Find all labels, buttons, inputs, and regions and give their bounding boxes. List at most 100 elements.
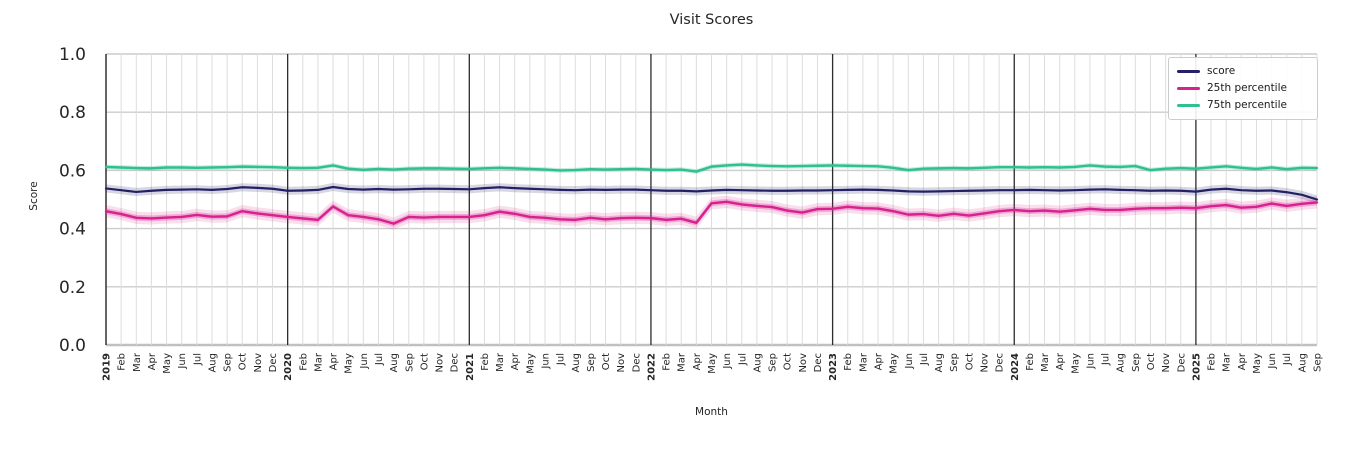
legend-item-25th-percentile: 25th percentile [1177, 82, 1308, 95]
svg-text:May: May [1070, 353, 1081, 374]
legend: score 25th percentile 75th percentile [1168, 57, 1318, 121]
svg-text:Apr: Apr [1237, 352, 1248, 370]
svg-text:Dec: Dec [450, 353, 461, 372]
svg-text:Feb: Feb [1207, 353, 1218, 371]
svg-text:Apr: Apr [692, 352, 703, 370]
svg-text:Feb: Feb [117, 353, 128, 371]
y-axis-label: Score [28, 181, 40, 211]
svg-text:Jun: Jun [1085, 353, 1096, 370]
svg-text:May: May [344, 353, 355, 374]
score-line-swatch-icon [1177, 70, 1200, 74]
svg-text:Feb: Feb [480, 353, 491, 371]
svg-text:Jul: Jul [1282, 353, 1293, 366]
svg-text:Sep: Sep [586, 353, 597, 372]
svg-text:Jul: Jul [1101, 353, 1112, 366]
p75-line-swatch-icon [1177, 104, 1200, 108]
svg-text:Nov: Nov [435, 353, 446, 373]
svg-text:Dec: Dec [995, 353, 1006, 372]
p25-line-swatch-icon [1177, 87, 1200, 91]
svg-text:0.2: 0.2 [59, 278, 86, 298]
svg-text:Nov: Nov [616, 353, 627, 373]
svg-text:May: May [889, 353, 900, 374]
svg-text:Aug: Aug [389, 353, 400, 373]
svg-text:Mar: Mar [1040, 352, 1051, 372]
svg-text:0.6: 0.6 [59, 161, 86, 181]
svg-text:2019: 2019 [102, 353, 113, 381]
svg-text:Sep: Sep [404, 353, 415, 372]
svg-text:Feb: Feb [1025, 353, 1036, 371]
svg-text:Jun: Jun [904, 353, 915, 370]
svg-text:Aug: Aug [207, 353, 218, 373]
svg-text:Feb: Feb [298, 353, 309, 371]
svg-text:Dec: Dec [268, 353, 279, 372]
svg-text:Jul: Jul [556, 353, 567, 366]
svg-text:2024: 2024 [1010, 353, 1021, 381]
svg-text:Sep: Sep [1313, 353, 1324, 372]
svg-text:Apr: Apr [329, 352, 340, 370]
svg-text:Aug: Aug [1116, 353, 1127, 373]
svg-text:Mar: Mar [495, 352, 506, 372]
svg-text:Mar: Mar [1222, 352, 1233, 372]
svg-text:2021: 2021 [465, 353, 476, 381]
svg-text:Apr: Apr [147, 352, 158, 370]
svg-text:Feb: Feb [843, 353, 854, 371]
svg-text:Jun: Jun [177, 353, 188, 370]
svg-text:May: May [525, 353, 536, 374]
svg-text:Oct: Oct [1146, 353, 1157, 370]
svg-text:Sep: Sep [768, 353, 779, 372]
svg-text:Jun: Jun [1267, 353, 1278, 370]
svg-text:Jul: Jul [192, 353, 203, 366]
svg-text:Jul: Jul [374, 353, 385, 366]
svg-text:Aug: Aug [1297, 353, 1308, 373]
svg-text:Jul: Jul [737, 353, 748, 366]
svg-text:Jul: Jul [919, 353, 930, 366]
svg-text:2023: 2023 [828, 353, 839, 381]
svg-text:Mar: Mar [677, 352, 688, 372]
svg-text:2025: 2025 [1191, 353, 1202, 381]
svg-text:Mar: Mar [313, 352, 324, 372]
svg-text:May: May [707, 353, 718, 374]
svg-text:Dec: Dec [631, 353, 642, 372]
svg-text:Apr: Apr [510, 352, 521, 370]
svg-text:Oct: Oct [419, 353, 430, 370]
svg-text:2022: 2022 [646, 353, 657, 381]
svg-text:1.0: 1.0 [59, 45, 86, 65]
svg-text:Oct: Oct [238, 353, 249, 370]
svg-text:Nov: Nov [798, 353, 809, 373]
svg-text:Aug: Aug [571, 353, 582, 373]
svg-text:Aug: Aug [752, 353, 763, 373]
svg-text:Oct: Oct [783, 353, 794, 370]
svg-text:Jun: Jun [359, 353, 370, 370]
svg-text:Jun: Jun [722, 353, 733, 370]
svg-text:Dec: Dec [1176, 353, 1187, 372]
svg-text:May: May [162, 353, 173, 374]
svg-text:Sep: Sep [1131, 353, 1142, 372]
legend-label-25th-percentile: 25th percentile [1207, 82, 1287, 95]
legend-item-score: score [1177, 65, 1308, 78]
svg-text:Nov: Nov [253, 353, 264, 373]
svg-text:Dec: Dec [813, 353, 824, 372]
svg-text:Sep: Sep [223, 353, 234, 372]
svg-text:Sep: Sep [949, 353, 960, 372]
legend-label-75th-percentile: 75th percentile [1207, 99, 1287, 112]
svg-text:0.4: 0.4 [59, 220, 86, 240]
svg-text:0.8: 0.8 [59, 103, 86, 123]
chart-title: Visit Scores [669, 12, 754, 28]
x-axis-label: Month [695, 406, 728, 418]
legend-label-score: score [1207, 65, 1236, 77]
svg-text:Oct: Oct [964, 353, 975, 370]
svg-text:Feb: Feb [662, 353, 673, 371]
svg-text:Apr: Apr [874, 352, 885, 370]
svg-text:Mar: Mar [858, 352, 869, 372]
legend-item-75th-percentile: 75th percentile [1177, 99, 1308, 112]
svg-text:2020: 2020 [283, 353, 294, 381]
svg-text:Oct: Oct [601, 353, 612, 370]
svg-text:Aug: Aug [934, 353, 945, 373]
svg-text:0.0: 0.0 [59, 336, 86, 356]
svg-text:May: May [1252, 353, 1263, 374]
svg-text:Nov: Nov [979, 353, 990, 373]
svg-text:Jun: Jun [540, 353, 551, 370]
svg-text:Apr: Apr [1055, 352, 1066, 370]
